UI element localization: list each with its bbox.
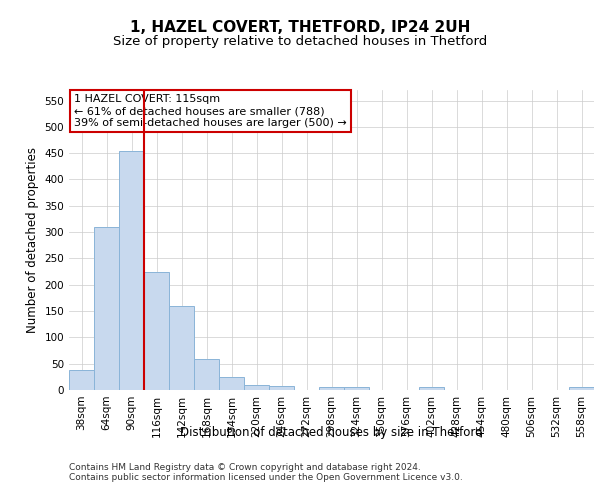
- Text: Size of property relative to detached houses in Thetford: Size of property relative to detached ho…: [113, 34, 487, 48]
- Text: Contains HM Land Registry data © Crown copyright and database right 2024.
Contai: Contains HM Land Registry data © Crown c…: [69, 463, 463, 482]
- Bar: [169, 306, 194, 390]
- Bar: [219, 377, 244, 390]
- Bar: [569, 388, 594, 390]
- Bar: [119, 150, 144, 390]
- Text: 1 HAZEL COVERT: 115sqm
← 61% of detached houses are smaller (788)
39% of semi-de: 1 HAZEL COVERT: 115sqm ← 61% of detached…: [74, 94, 347, 128]
- Bar: [269, 386, 294, 390]
- Bar: [244, 384, 269, 390]
- Bar: [419, 388, 444, 390]
- Bar: [319, 388, 344, 390]
- Text: Distribution of detached houses by size in Thetford: Distribution of detached houses by size …: [181, 426, 483, 439]
- Y-axis label: Number of detached properties: Number of detached properties: [26, 147, 39, 333]
- Bar: [94, 227, 119, 390]
- Bar: [69, 370, 94, 390]
- Bar: [194, 360, 219, 390]
- Text: 1, HAZEL COVERT, THETFORD, IP24 2UH: 1, HAZEL COVERT, THETFORD, IP24 2UH: [130, 20, 470, 35]
- Bar: [344, 388, 369, 390]
- Bar: [144, 272, 169, 390]
